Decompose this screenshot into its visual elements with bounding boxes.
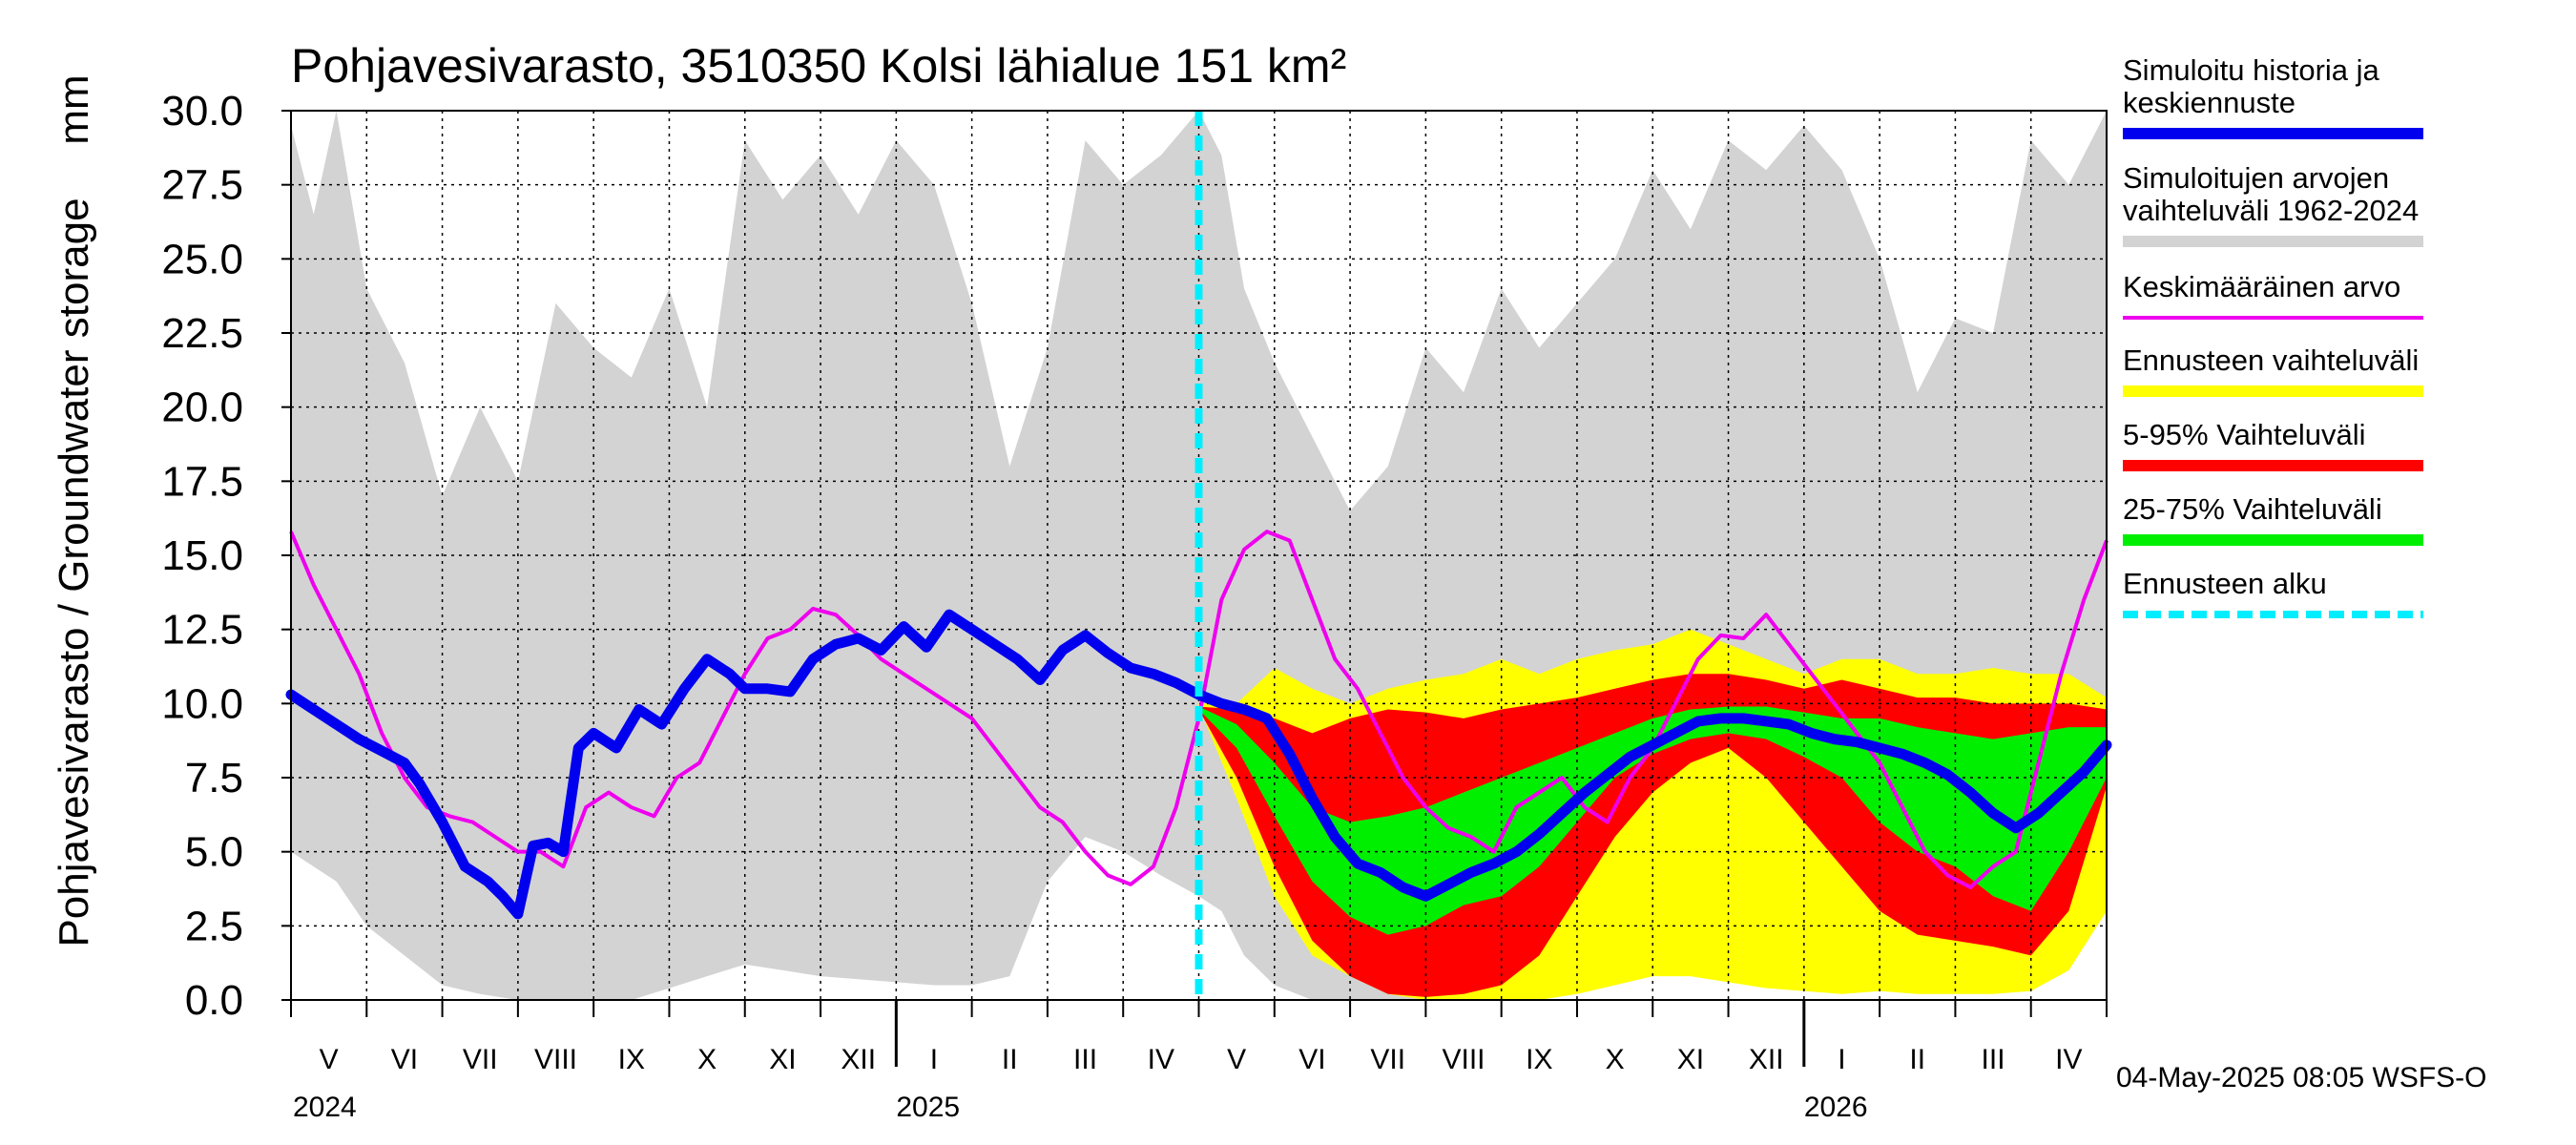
month-label: XII: [841, 1044, 876, 1075]
month-label: V: [1227, 1044, 1246, 1075]
month-label: III: [1982, 1044, 2005, 1075]
month-label: VI: [1298, 1044, 1325, 1075]
y-tick-label: 30.0: [161, 88, 243, 135]
y-tick-label: 27.5: [161, 162, 243, 209]
month-label: III: [1073, 1044, 1097, 1075]
legend-label: Keskimääräinen arvo: [2123, 270, 2400, 303]
y-tick-label: 17.5: [161, 458, 243, 505]
timestamp-footer: 04-May-2025 08:05 WSFS-O: [2116, 1062, 2487, 1093]
legend-label: 25-75% Vaihteluväli: [2123, 492, 2382, 526]
legend-label: keskiennuste: [2123, 86, 2296, 119]
legend-label: vaihteluväli 1962-2024: [2123, 194, 2419, 227]
legend-label: Ennusteen alku: [2123, 567, 2327, 600]
month-label: IX: [1526, 1044, 1552, 1075]
y-unit-label: mm: [51, 74, 97, 144]
month-label: VIII: [1443, 1044, 1485, 1075]
month-label: XII: [1749, 1044, 1784, 1075]
y-tick-labels: 0.0 2.5 5.0 7.5 10.0 12.5 15.0 17.5 20.0 22.5 25.0…: [161, 88, 291, 1024]
month-label: XI: [1677, 1044, 1704, 1075]
y-tick-label: 10.0: [161, 680, 243, 727]
y-tick-label: 5.0: [185, 829, 243, 876]
legend-label: 5-95% Vaihteluväli: [2123, 418, 2365, 451]
legend-label: Ennusteen vaihteluväli: [2123, 344, 2419, 377]
y-tick-label: 15.0: [161, 532, 243, 579]
y-tick-label: 20.0: [161, 385, 243, 431]
month-label: VI: [391, 1044, 418, 1075]
y-tick-label: 12.5: [161, 607, 243, 654]
month-label: V: [320, 1044, 339, 1075]
chart-title: Pohjavesivarasto, 3510350 Kolsi lähialue…: [291, 39, 1346, 93]
y-tick-label: 2.5: [185, 903, 243, 949]
month-label: II: [1909, 1044, 1925, 1075]
legend-label: Simuloitujen arvojen: [2123, 161, 2389, 195]
month-label: VII: [1370, 1044, 1405, 1075]
month-label: IX: [618, 1044, 645, 1075]
month-label: X: [697, 1044, 717, 1075]
month-label: II: [1002, 1044, 1018, 1075]
month-label: IV: [1148, 1044, 1174, 1075]
month-label: IV: [2055, 1044, 2082, 1075]
year-label: 2025: [896, 1092, 960, 1123]
x-axis: V VI VII VIII IX X XI XII I II III IV V VI VII VIII IX X X…: [290, 1000, 2108, 1123]
y-tick-label: 0.0: [185, 977, 243, 1024]
month-label: XI: [769, 1044, 796, 1075]
month-label: I: [930, 1044, 938, 1075]
year-label: 2024: [293, 1092, 357, 1123]
simulated-history-line: [285, 609, 2112, 920]
y-tick-label: 25.0: [161, 236, 243, 282]
month-label: I: [1838, 1044, 1845, 1075]
year-label: 2026: [1804, 1092, 1868, 1123]
y-axis-label: Pohjavesivarasto / Groundwater storage: [51, 198, 97, 947]
month-label: X: [1606, 1044, 1625, 1075]
legend-label: Simuloitu historia ja: [2123, 53, 2380, 87]
y-tick-label: 22.5: [161, 310, 243, 357]
y-tick-label: 7.5: [185, 755, 243, 802]
month-label: VII: [463, 1044, 498, 1075]
plot-area: [285, 110, 2112, 1001]
month-label: VIII: [534, 1044, 577, 1075]
